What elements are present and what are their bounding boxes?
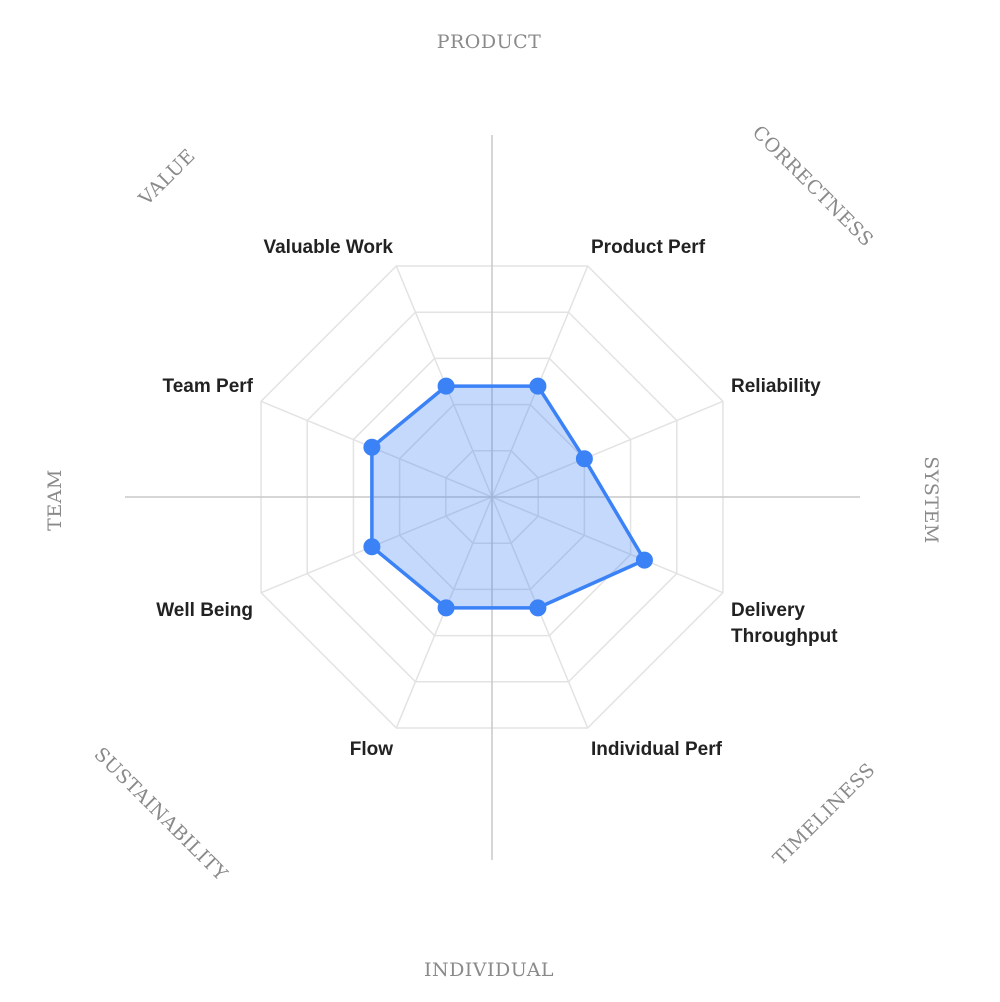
axes bbox=[125, 135, 860, 860]
metric-labels: Product Perf Reliability Delivery Throughpu… bbox=[156, 237, 838, 760]
data-series bbox=[363, 377, 653, 617]
label-valuable-work: Valuable Work bbox=[263, 237, 393, 258]
label-reliability: Reliability bbox=[731, 376, 821, 397]
label-flow: Flow bbox=[350, 739, 393, 760]
label-delivery-throughput: Delivery Throughput bbox=[731, 600, 838, 647]
label-product-perf: Product Perf bbox=[591, 237, 706, 258]
data-point-team-perf[interactable] bbox=[363, 438, 381, 456]
label-well-being: Well Being bbox=[156, 600, 253, 621]
label-team-perf: Team Perf bbox=[163, 376, 254, 397]
data-point-reliability[interactable] bbox=[575, 450, 593, 468]
category-timeliness: TIMELINESS bbox=[769, 759, 880, 870]
category-system: SYSTEM bbox=[920, 456, 942, 544]
data-point-product-perf[interactable] bbox=[529, 377, 547, 395]
spoke-reliability bbox=[491, 400, 724, 498]
category-sustainability: SUSTAINABILITY bbox=[90, 743, 232, 885]
category-team: TEAM bbox=[44, 469, 66, 531]
data-point-flow[interactable] bbox=[437, 599, 455, 617]
data-point-well-being[interactable] bbox=[363, 538, 381, 556]
category-correctness: CORRECTNESS bbox=[748, 121, 878, 251]
category-individual: INDIVIDUAL bbox=[424, 959, 554, 981]
label-individual-perf: Individual Perf bbox=[591, 739, 723, 760]
data-point-valuable-work[interactable] bbox=[437, 377, 455, 395]
series-area bbox=[370, 384, 647, 610]
data-point-delivery-throughput[interactable] bbox=[635, 551, 653, 569]
category-product: PRODUCT bbox=[437, 31, 542, 53]
spoke-delivery-throughput bbox=[491, 496, 724, 594]
category-value: VALUE bbox=[134, 145, 200, 211]
data-point-individual-perf[interactable] bbox=[529, 599, 547, 617]
